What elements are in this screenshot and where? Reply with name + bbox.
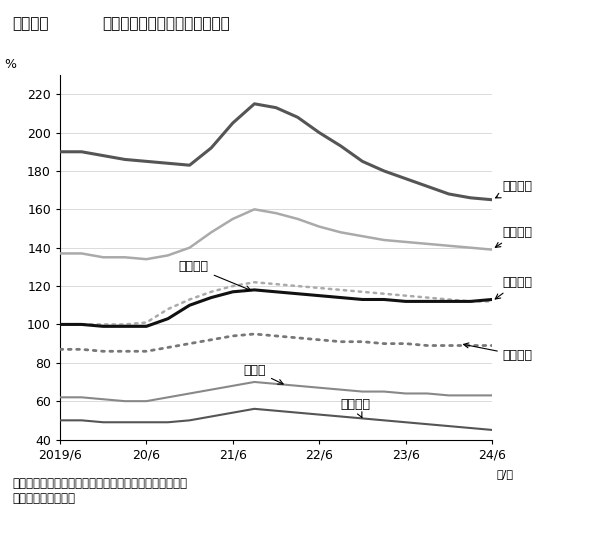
Text: （出所）　ブルームバーグのデータをもとに明治安田総
　　合研究所作成。: （出所） ブルームバーグのデータをもとに明治安田総 合研究所作成。 (12, 477, 187, 505)
Text: スペイン: スペイン (179, 260, 251, 291)
Text: 年/月: 年/月 (496, 468, 514, 479)
Text: %: % (4, 58, 16, 71)
Text: オランダ: オランダ (341, 398, 371, 418)
Text: ユーロ圏: ユーロ圏 (464, 343, 533, 362)
Text: フランス: フランス (495, 276, 533, 299)
Text: ［図表］: ［図表］ (12, 16, 49, 31)
Text: ギリシャ: ギリシャ (496, 180, 533, 198)
Text: 政府債務の対ＧＤＰ比率の推移: 政府債務の対ＧＤＰ比率の推移 (102, 16, 230, 31)
Text: ドイツ: ドイツ (244, 364, 283, 384)
Text: イタリア: イタリア (496, 226, 533, 248)
